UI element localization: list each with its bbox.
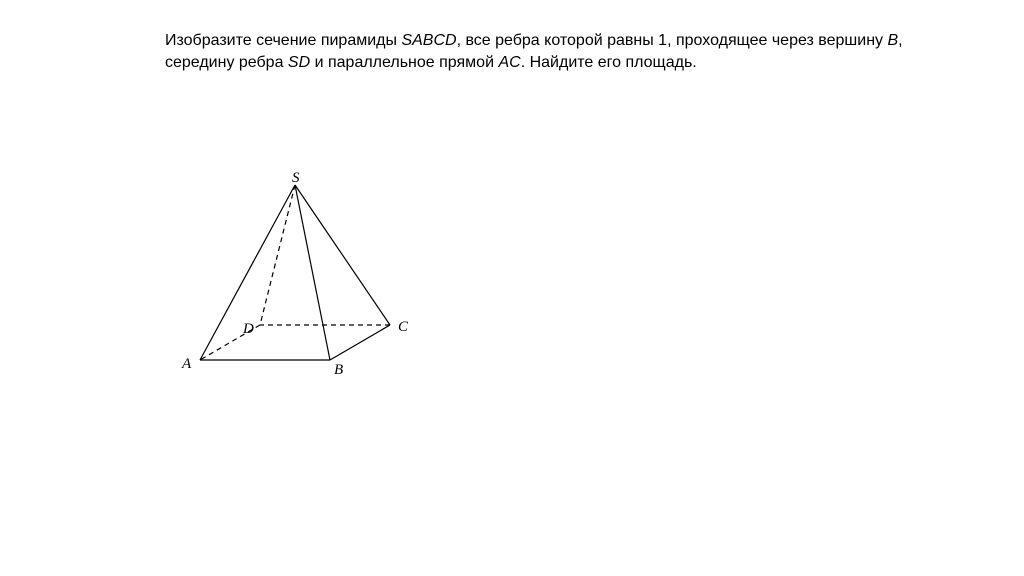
vertex-label-d: D	[243, 321, 254, 338]
problem-text-2: , все ребра которой равны 1, проходящее …	[457, 32, 888, 49]
vertex-label-c: C	[398, 319, 408, 336]
problem-statement: Изобразите сечение пирамиды SABCD, все р…	[165, 30, 924, 75]
edge-sd	[260, 185, 295, 325]
term-ac: AC	[498, 54, 520, 71]
problem-text-1: Изобразите сечение пирамиды	[165, 32, 401, 49]
vertex-label-b: B	[334, 362, 343, 379]
pyramid-diagram: S A B C D	[165, 170, 445, 400]
term-sabcd: SABCD	[401, 32, 456, 49]
problem-text-5: . Найдите его площадь.	[521, 54, 697, 71]
problem-text-4: и параллельное прямой	[310, 54, 498, 71]
vertex-label-a: A	[182, 356, 191, 373]
term-b: B	[887, 32, 898, 49]
term-sd: SD	[288, 54, 310, 71]
edge-bc	[330, 325, 390, 360]
pyramid-svg	[165, 170, 445, 400]
vertex-label-s: S	[292, 170, 300, 187]
